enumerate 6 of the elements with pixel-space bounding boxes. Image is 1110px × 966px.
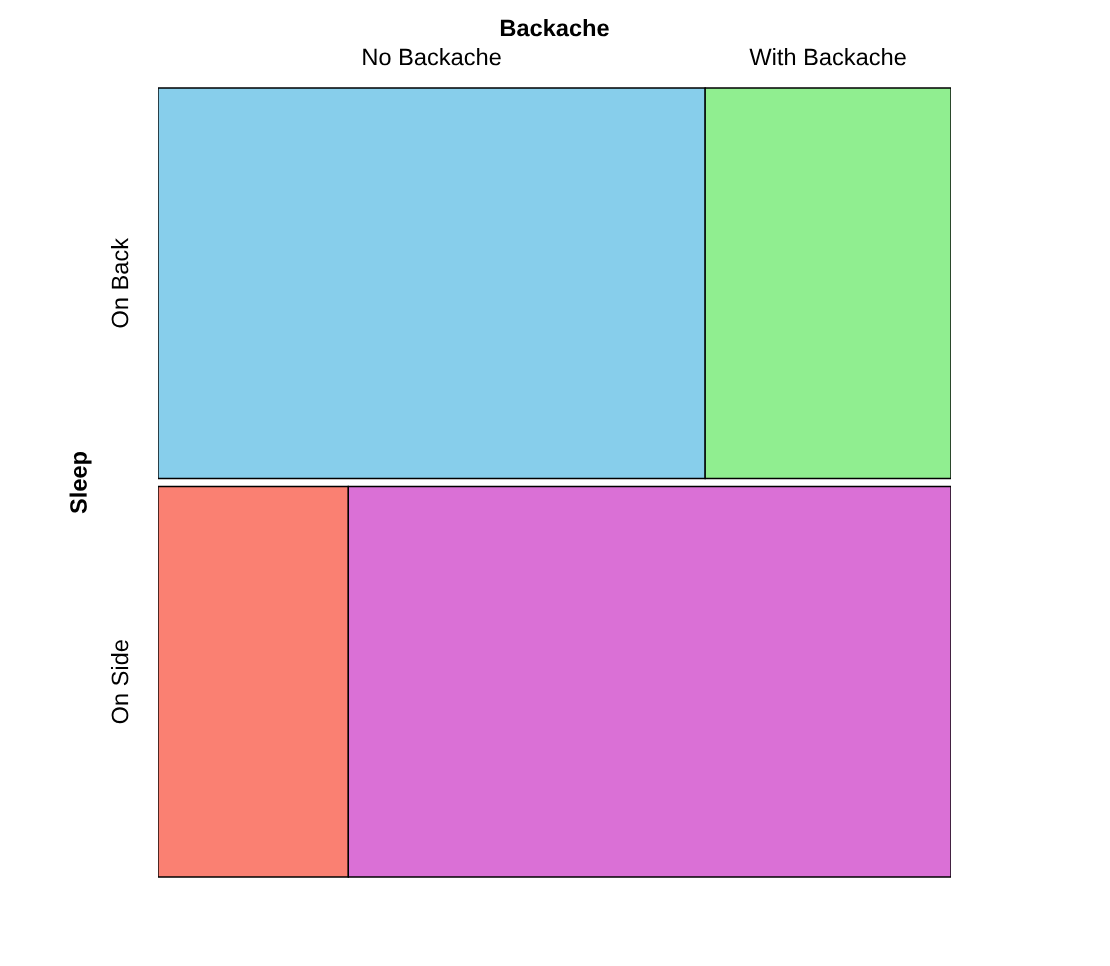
y-tick-label: On Side [110,640,129,724]
series-label: No Backache [363,48,501,66]
y-axis-title: Sleep [69,451,92,514]
legend-title: Backache [500,19,609,37]
y-tick-label: On Back [110,237,129,328]
series-label: With Backache [749,48,906,66]
